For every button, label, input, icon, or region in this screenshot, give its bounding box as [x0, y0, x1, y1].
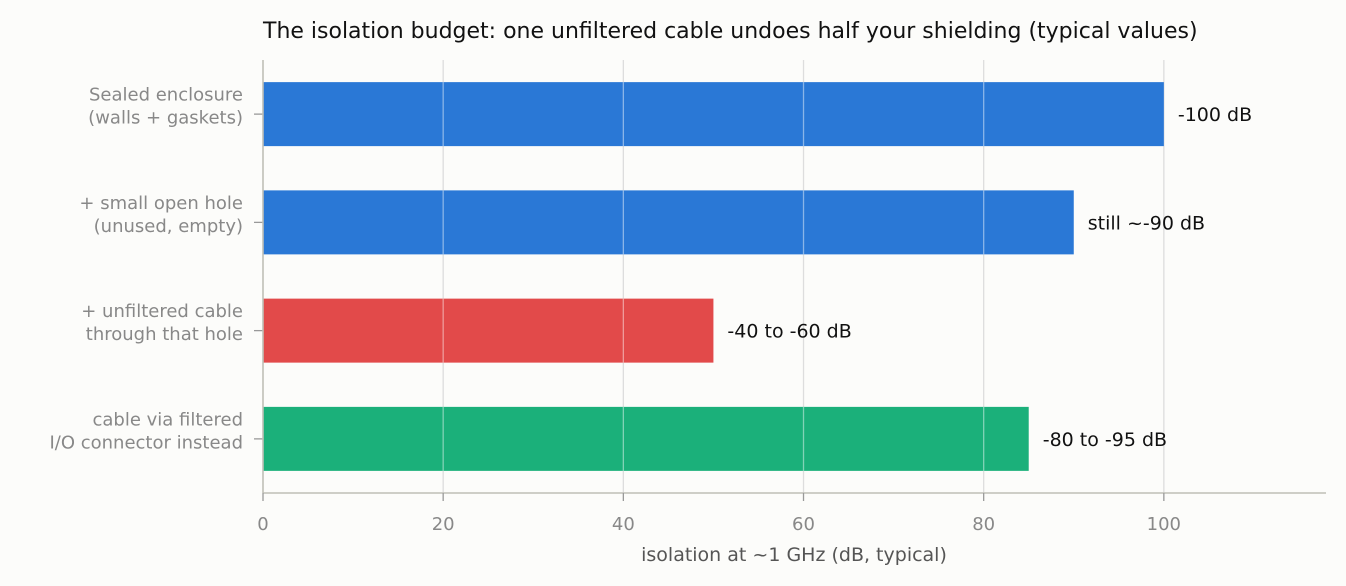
- data-label: -100 dB: [1178, 104, 1252, 126]
- x-tick-label: 60: [792, 514, 815, 535]
- category-label: I/O connector instead: [49, 432, 243, 453]
- axis-layer: Sealed enclosure(walls + gaskets) + small…: [49, 60, 1326, 535]
- category-label: + small open hole: [79, 193, 243, 214]
- x-tick-label: 40: [612, 514, 635, 535]
- x-tick-label: 100: [1147, 514, 1181, 535]
- chart-title: The isolation budget: one unfiltered cab…: [262, 19, 1198, 44]
- bar: [263, 190, 1074, 255]
- bar: [263, 406, 1029, 471]
- category-label: cable via filtered: [92, 409, 243, 430]
- bar-layer: -100 dB still ~-90 dB -40 to -60 dB -80 to …: [263, 82, 1252, 471]
- x-tick-label: 20: [432, 514, 455, 535]
- x-axis-label: isolation at ~1 GHz (dB, typical): [641, 544, 947, 566]
- x-tick-label: 80: [972, 514, 995, 535]
- data-label: -80 to -95 dB: [1043, 429, 1167, 451]
- bar: [263, 298, 714, 363]
- data-label: -40 to -60 dB: [727, 321, 851, 343]
- category-label: Sealed enclosure: [89, 85, 243, 106]
- category-label: through that hole: [86, 324, 243, 345]
- x-tick-label: 0: [257, 514, 268, 535]
- category-label: + unfiltered cable: [81, 301, 243, 322]
- data-label: still ~-90 dB: [1088, 212, 1205, 234]
- category-label: (unused, empty): [94, 216, 243, 237]
- category-label: (walls + gaskets): [88, 108, 243, 129]
- bar: [263, 82, 1164, 147]
